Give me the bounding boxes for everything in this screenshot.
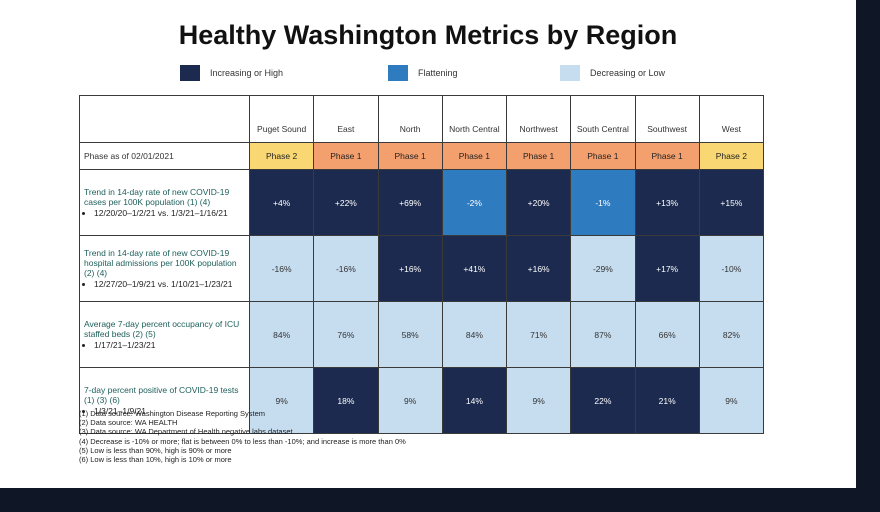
- metric-cell: 21%: [634, 367, 700, 434]
- legend-label: Increasing or High: [210, 68, 284, 78]
- period-text: 1/17/21–1/23/21: [94, 340, 245, 350]
- metric-cell: -16%: [248, 235, 315, 302]
- metric-cell: 9%: [698, 367, 765, 434]
- footnotes: (1) Data source: Washington Disease Repo…: [79, 409, 406, 464]
- phase-row: Phase as of 02/01/2021 Phase 2 Phase 1 Phas…: [79, 142, 765, 170]
- row-label: Phase as of 02/01/2021: [79, 142, 250, 170]
- metric-period: 1/3/21–1/9/21: [84, 406, 245, 416]
- metric-cell: 84%: [441, 301, 508, 368]
- metric-row: 7-day percent positive of COVID-19 tests…: [79, 367, 765, 434]
- row-label: Trend in 14-day rate of new COVID-19 cas…: [79, 169, 250, 236]
- metric-cell: +16%: [377, 235, 443, 302]
- phase-cell: Phase 1: [634, 142, 700, 170]
- metric-cell: +20%: [505, 169, 572, 236]
- metric-cell: 71%: [505, 301, 572, 368]
- metric-cell: 14%: [441, 367, 508, 434]
- row-label: 7-day percent positive of COVID-19 tests…: [79, 367, 250, 434]
- footnote: (3) Data source: WA Department of Health…: [79, 427, 293, 437]
- metric-cell: 87%: [570, 301, 636, 368]
- metric-cell: 9%: [377, 367, 443, 434]
- title: Healthy Washington Metrics by Region: [178, 20, 678, 50]
- metrics-table: Puget Sound East North North Central Northwe…: [79, 95, 765, 434]
- legend-label: Flattening: [418, 68, 458, 78]
- metric-row: Trend in 14-day rate of new COVID-19 cas…: [79, 169, 765, 236]
- metric-cell: -2%: [441, 169, 508, 236]
- metric-cell: 9%: [248, 367, 315, 434]
- legend-swatch: [388, 65, 408, 81]
- metric-name: Trend in 14-day rate of new COVID-19 cas…: [84, 187, 230, 207]
- metric-cell: 18%: [313, 367, 379, 434]
- metric-cell: +69%: [377, 169, 443, 236]
- footnote: (1) Data source: Washington Disease Repo…: [79, 409, 266, 418]
- metric-name: Average 7-day percent occupancy of ICU s…: [84, 319, 240, 339]
- metric-cell: +15%: [698, 169, 765, 236]
- metric-cell: -1%: [570, 169, 636, 236]
- legend-swatch: [560, 65, 580, 81]
- legend-swatch: [180, 65, 200, 81]
- column-header: Southwest: [634, 95, 700, 143]
- metric-cell: +22%: [313, 169, 379, 236]
- phase-cell: Phase 1: [505, 142, 572, 170]
- phase-cell: Phase 1: [377, 142, 443, 170]
- slide: Healthy Washington Metrics by Region Pug…: [0, 0, 856, 488]
- legend-item: Flattening: [388, 65, 458, 81]
- metric-cell: +16%: [505, 235, 572, 302]
- column-header: West: [698, 95, 765, 143]
- metric-name: Trend in 14-day rate of new COVID-19 hos…: [84, 248, 237, 278]
- column-header: East: [313, 95, 379, 143]
- footnote: (6) Low is less than 10%, high is 10% or…: [79, 455, 232, 465]
- header-row: Puget Sound East North North Central Northwe…: [79, 95, 765, 143]
- column-header: North Central: [441, 95, 508, 143]
- footnote: (5) Low is less than 90%, high is 90% or…: [79, 445, 232, 455]
- period-text: 12/27/20–1/9/21 vs. 1/10/21–1/23/21: [94, 279, 245, 289]
- metric-cell: 82%: [698, 301, 765, 368]
- metric-cell: 84%: [248, 301, 315, 368]
- metric-cell: +4%: [248, 169, 315, 236]
- phase-cell: Phase 2: [248, 142, 315, 170]
- metric-cell: 58%: [377, 301, 443, 368]
- footnote: (4) Decrease is -10% or more; flat is be…: [79, 436, 406, 446]
- phase-cell: Phase 1: [570, 142, 636, 170]
- metric-cell: 9%: [505, 367, 572, 434]
- period-text: 12/20/20–1/2/21 vs. 1/3/21–1/16/21: [94, 208, 245, 218]
- metric-period: 1/17/21–1/23/21: [84, 340, 245, 350]
- metric-cell: +17%: [634, 235, 700, 302]
- metric-cell: +13%: [634, 169, 700, 236]
- footnote: (2) Data source: WA HEALTH: [79, 418, 178, 428]
- row-label: Average 7-day percent occupancy of ICU s…: [79, 301, 250, 368]
- corner-cell: [79, 95, 250, 143]
- metric-cell: -10%: [698, 235, 765, 302]
- legend-item: Decreasing or Low: [560, 65, 665, 81]
- metric-row: Trend in 14-day rate of new COVID-19 hos…: [79, 235, 765, 302]
- legend-label: Decreasing or Low: [590, 68, 666, 78]
- column-header: Northwest: [505, 95, 572, 143]
- metric-cell: 76%: [313, 301, 379, 368]
- column-header: South Central: [570, 95, 636, 143]
- period-text: 1/3/21–1/9/21: [94, 406, 245, 416]
- column-header: Puget Sound: [248, 95, 315, 143]
- metric-period: 12/27/20–1/9/21 vs. 1/10/21–1/23/21: [84, 279, 245, 289]
- metric-row: Average 7-day percent occupancy of ICU s…: [79, 301, 765, 368]
- metric-cell: -29%: [570, 235, 636, 302]
- metric-cell: +41%: [441, 235, 508, 302]
- phase-cell: Phase 1: [441, 142, 508, 170]
- metric-cell: 22%: [570, 367, 636, 434]
- metric-cell: 66%: [634, 301, 700, 368]
- row-label: Trend in 14-day rate of new COVID-19 hos…: [79, 235, 250, 302]
- phase-cell: Phase 2: [698, 142, 765, 170]
- metric-cell: -16%: [313, 235, 379, 302]
- legend-item: Increasing or High: [180, 65, 283, 81]
- phase-cell: Phase 1: [313, 142, 379, 170]
- metric-name: 7-day percent positive of COVID-19 tests…: [84, 385, 239, 405]
- column-header: North: [377, 95, 443, 143]
- metric-period: 12/20/20–1/2/21 vs. 1/3/21–1/16/21: [84, 208, 245, 218]
